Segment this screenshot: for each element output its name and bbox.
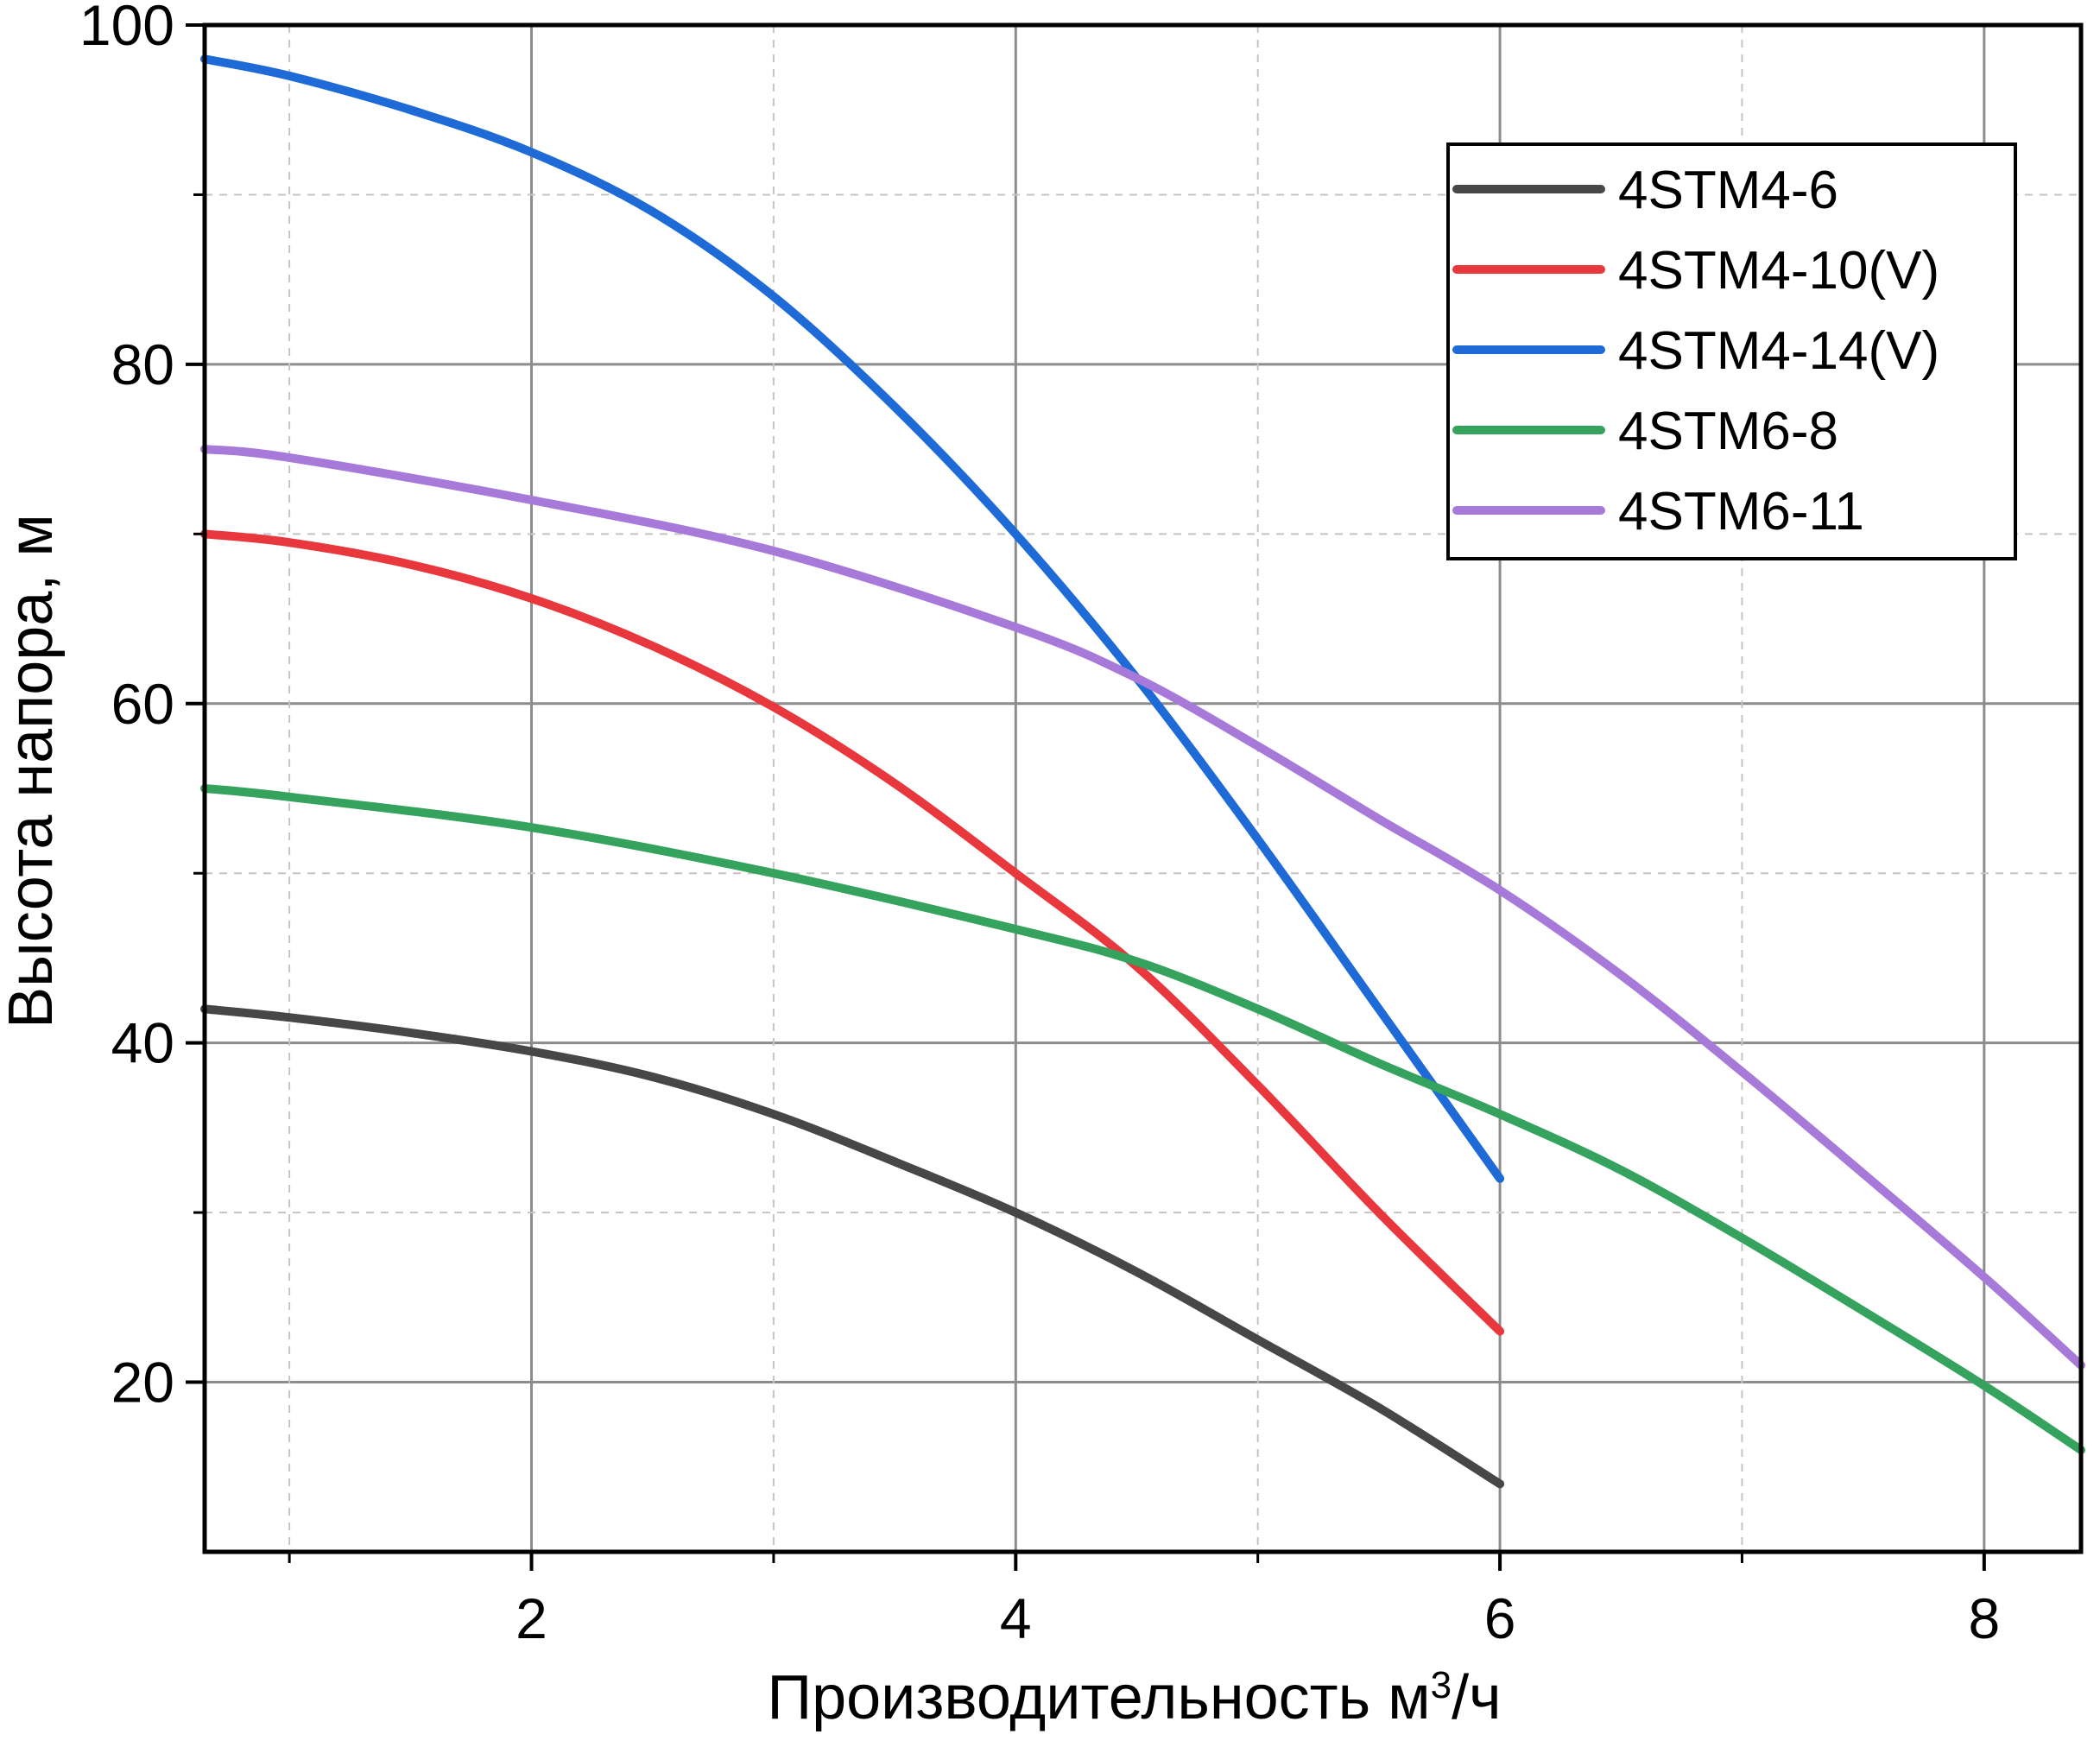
y-tick-label: 40 [111, 1011, 174, 1075]
y-tick-label: 60 [111, 672, 174, 736]
x-axis-title-suffix: /ч [1452, 1663, 1502, 1732]
series-line-5 [200, 445, 2085, 1370]
series-line-1 [200, 1004, 1505, 1489]
x-axis-title-main: Производительность м [767, 1663, 1430, 1732]
y-axis-title: Высота напора, м [0, 514, 66, 1029]
series-line-3 [200, 54, 1505, 1183]
legend-label: 4STM4-6 [1618, 161, 1838, 220]
legend-label: 4STM4-10(V) [1618, 241, 1939, 301]
x-tick-label: 8 [1968, 1586, 2000, 1650]
x-tick-label: 2 [516, 1586, 547, 1650]
legend-label: 4STM4-14(V) [1618, 321, 1939, 381]
plot-frame [202, 22, 2084, 1554]
legend: 4STM4-6 4STM4-10(V) 4STM4-14(V) 4STM6-8 4STM… [1446, 142, 2017, 560]
series-line-4 [200, 784, 2085, 1455]
legend-label: 4STM6-11 [1618, 482, 1864, 541]
legend-label: 4STM6-8 [1618, 402, 1838, 461]
x-axis-title-superscript: 3 [1431, 1664, 1452, 1706]
tick-layer: 2 4 6 8 20 40 60 80 100 [79, 0, 2000, 1650]
y-tick-label: 80 [111, 332, 174, 396]
y-tick-label: 20 [111, 1351, 174, 1415]
x-tick-label: 4 [1000, 1586, 1032, 1650]
y-tick-label: 100 [79, 0, 174, 57]
x-tick-label: 6 [1484, 1586, 1516, 1650]
series-line-2 [200, 529, 1505, 1336]
series-layer [200, 54, 2085, 1489]
x-axis-title: Производительность м3/ч [767, 1663, 1501, 1732]
